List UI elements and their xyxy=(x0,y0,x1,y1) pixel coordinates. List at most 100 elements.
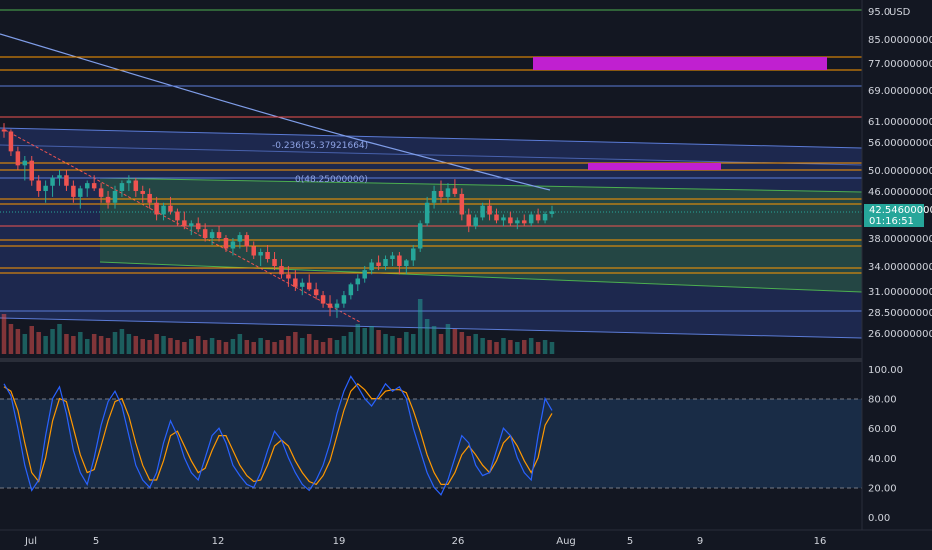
volume-bar xyxy=(411,334,416,354)
candlestick-series[interactable] xyxy=(1,123,555,318)
time-label: 26 xyxy=(452,536,465,547)
green-channel-top[interactable] xyxy=(99,177,863,193)
candle-body xyxy=(327,303,333,308)
candle-body xyxy=(154,202,159,215)
candle-body xyxy=(445,188,451,197)
channel-inner-line[interactable] xyxy=(0,144,863,166)
candle-body xyxy=(189,223,194,227)
time-label: 5 xyxy=(93,536,99,547)
volume-bar xyxy=(424,319,430,354)
price-axis-panel[interactable] xyxy=(862,0,932,550)
candle-body xyxy=(362,270,367,279)
fib-label-minus-0236: -0.236(55.37921664) xyxy=(272,141,368,151)
price-label: 34.00000000 xyxy=(868,262,932,273)
price-label: 46.00000000 xyxy=(868,187,932,198)
pane-separator[interactable] xyxy=(0,358,932,362)
candle-body xyxy=(202,229,208,238)
candle-body xyxy=(417,223,423,249)
candle-body xyxy=(508,217,513,224)
candle-body xyxy=(216,232,222,238)
candle-body xyxy=(1,129,7,132)
volume-bar xyxy=(306,334,312,354)
volume-bar xyxy=(91,334,97,354)
stoch-label: 0.00 xyxy=(868,513,890,524)
volume-bar xyxy=(369,326,374,354)
volume-bar xyxy=(313,340,319,354)
candle-body xyxy=(15,151,21,166)
candle-body xyxy=(36,180,41,191)
candle-body xyxy=(348,284,354,296)
green-channel-bottom[interactable] xyxy=(99,261,863,293)
supply-zone-upper[interactable] xyxy=(533,57,827,70)
supply-zone-lower[interactable] xyxy=(588,163,721,170)
stoch-label: 100.00 xyxy=(868,365,903,376)
candle-body xyxy=(57,175,62,178)
volume-bar xyxy=(487,340,492,354)
drawing-layer[interactable]: -0.236(55.37921664) 0(48.25000000) xyxy=(0,9,863,339)
channel-top-line[interactable] xyxy=(0,127,863,149)
volume-bar xyxy=(542,340,548,354)
stoch-label: 40.00 xyxy=(868,454,897,465)
volume-bar xyxy=(376,330,381,354)
volume-bar xyxy=(341,336,347,354)
volume-bar xyxy=(549,342,555,354)
candle-body xyxy=(133,180,139,191)
candle-body xyxy=(91,183,97,189)
time-axis-panel[interactable] xyxy=(0,530,932,550)
volume-bar xyxy=(147,340,152,354)
time-label: 5 xyxy=(627,536,633,547)
candle-body xyxy=(119,183,125,191)
stoch-label: 60.00 xyxy=(868,424,897,435)
volume-bar xyxy=(355,324,361,354)
volume-bar xyxy=(528,338,534,354)
volume-bar xyxy=(515,342,520,354)
candle-body xyxy=(494,214,499,221)
candle-body xyxy=(147,193,152,203)
candle-body xyxy=(251,246,256,256)
candle-body xyxy=(258,252,263,256)
candle-body xyxy=(480,205,485,218)
candle-body xyxy=(22,160,28,166)
volume-bar xyxy=(508,340,513,354)
regression-channel-green[interactable] xyxy=(100,178,862,292)
volume-bar xyxy=(535,342,541,354)
stoch-band-fill xyxy=(0,399,862,488)
volume-bar xyxy=(279,340,284,354)
candle-body xyxy=(473,217,478,227)
volume-bar xyxy=(223,342,229,354)
current-price-value: 42.54600000 xyxy=(869,205,932,216)
volume-bar xyxy=(168,338,173,354)
volume-bar xyxy=(438,334,444,354)
candle-body xyxy=(542,213,548,221)
candle-body xyxy=(29,160,35,181)
volume-bar xyxy=(466,336,472,354)
volume-bar xyxy=(431,326,437,354)
volume-bar xyxy=(140,339,145,354)
candle-body xyxy=(168,205,173,212)
candle-body xyxy=(549,211,555,214)
volume-bar xyxy=(390,336,395,354)
stochastic-pane[interactable] xyxy=(0,375,862,496)
stoch-label: 20.00 xyxy=(868,483,897,494)
volume-bar xyxy=(126,334,132,354)
candle-body xyxy=(355,278,361,285)
candle-body xyxy=(376,262,381,266)
volume-bar xyxy=(494,342,499,354)
volume-bar xyxy=(64,334,69,354)
volume-bar xyxy=(327,338,333,354)
price-label: 28.50000000 xyxy=(868,308,932,319)
channel-bottom-line[interactable] xyxy=(0,317,863,339)
volume-bar xyxy=(189,339,194,354)
volume-bar xyxy=(195,336,201,354)
price-label: 77.00000000 xyxy=(868,59,932,70)
candle-body xyxy=(195,223,201,230)
candle-body xyxy=(459,193,465,215)
volume-bar xyxy=(265,340,270,354)
price-axis-labels: 95.0 85.00000000 77.00000000 69.00000000 61.… xyxy=(868,7,932,340)
volume-bar xyxy=(84,339,90,354)
candle-body xyxy=(279,266,284,275)
candle-body xyxy=(112,191,118,203)
volume-bar xyxy=(29,326,35,354)
candle-body xyxy=(452,188,458,194)
